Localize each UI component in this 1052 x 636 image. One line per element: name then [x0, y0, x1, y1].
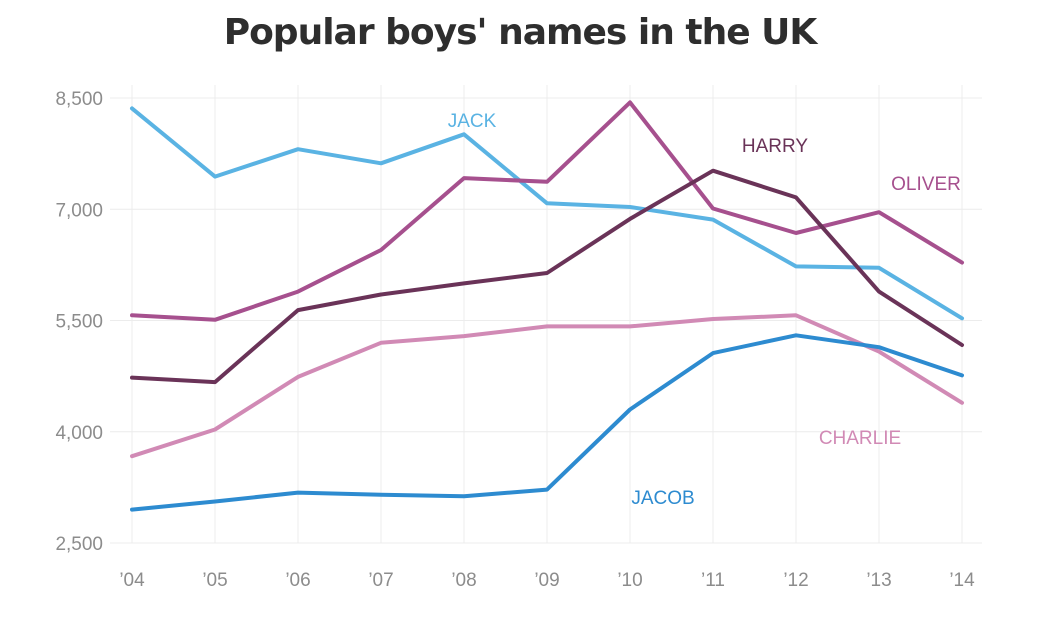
- y-tick-label: 2,500: [55, 534, 103, 555]
- x-tick-label: ’09: [534, 570, 559, 591]
- x-tick-label: ’13: [866, 570, 891, 591]
- series-line-jacob: [130, 333, 964, 512]
- series-line-jack: [130, 106, 964, 321]
- series-line-harry: [130, 168, 964, 385]
- series-label-jack: JACK: [448, 111, 497, 132]
- series-line-charlie: [130, 313, 964, 459]
- series-label-harry: HARRY: [742, 136, 808, 157]
- x-tick-label: ’10: [617, 570, 642, 591]
- chart-title: Popular boys' names in the UK: [223, 12, 818, 53]
- x-tick-label: ’05: [202, 570, 227, 591]
- series-lines: [130, 100, 964, 512]
- x-tick-label: ’11: [701, 570, 725, 591]
- series-label-jacob: JACOB: [631, 488, 694, 509]
- x-axis-tick-labels: ’04 ’05 ’06 ’07 ’08 ’09 ’10 ’11 ’12 ’13 ’14: [119, 570, 975, 591]
- series-labels: JACK OLIVER HARRY CHARLIE JACOB: [448, 111, 961, 509]
- y-tick-label: 4,000: [55, 423, 103, 444]
- y-tick-label: 8,500: [55, 89, 103, 110]
- x-tick-label: ’12: [783, 570, 808, 591]
- x-tick-label: ’14: [949, 570, 975, 591]
- horizontal-gridlines: [110, 97, 982, 544]
- y-tick-label: 7,000: [55, 200, 103, 221]
- vertical-gridlines: [131, 85, 963, 543]
- x-tick-label: ’04: [119, 570, 145, 591]
- x-tick-label: ’08: [451, 570, 476, 591]
- series-label-oliver: OLIVER: [891, 174, 961, 195]
- x-tick-label: ’06: [285, 570, 310, 591]
- y-tick-label: 5,500: [55, 312, 103, 333]
- series-label-charlie: CHARLIE: [819, 428, 901, 449]
- x-tick-label: ’07: [368, 570, 393, 591]
- y-axis-tick-labels: 2,500 4,000 5,500 7,000 8,500: [55, 89, 103, 555]
